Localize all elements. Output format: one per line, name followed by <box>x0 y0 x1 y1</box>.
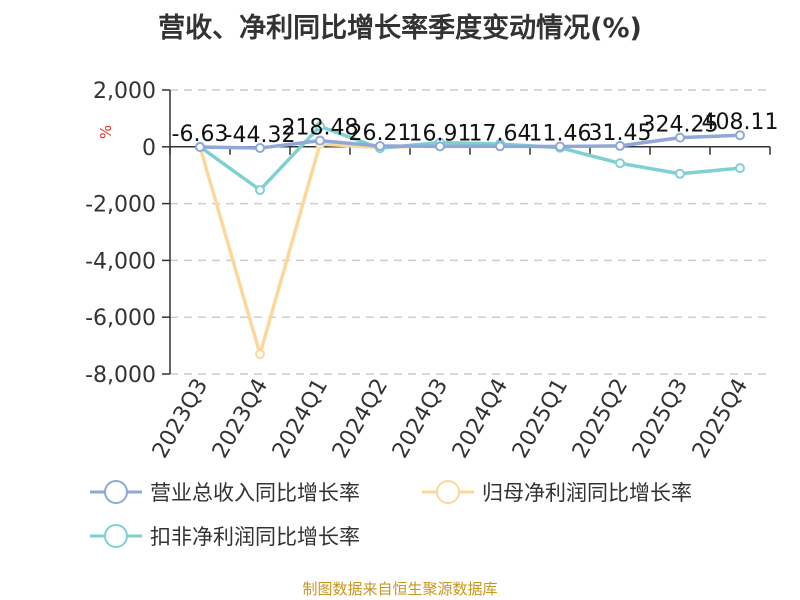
source-note: 制图数据来自恒生聚源数据库 <box>302 580 498 598</box>
data-label: 408.11 <box>702 110 779 135</box>
legend-item-revenue[interactable]: 营业总收入同比增长率 <box>90 474 360 510</box>
x-tick-label: 2025Q1 <box>508 375 573 463</box>
data-label: 17.64 <box>469 121 532 146</box>
data-point <box>495 141 505 152</box>
data-label: 324.25 <box>642 113 719 138</box>
series-net-profit <box>195 138 565 360</box>
x-tick-label: 2025Q2 <box>568 375 633 463</box>
data-point <box>735 163 745 174</box>
x-tick-label: 2025Q3 <box>628 375 693 463</box>
x-tick-label: 2024Q4 <box>448 375 513 463</box>
data-label: -6.63 <box>172 122 229 147</box>
data-label: -44.32 <box>225 123 296 148</box>
legend-revenue-circle <box>104 480 128 504</box>
y-tick-label: -2,000 <box>85 193 156 218</box>
y-tick-label: -8,000 <box>85 363 156 388</box>
data-labels: -6.63-44.32218.4826.2116.9117.6411.4631.… <box>172 110 779 148</box>
y-tick-label: -6,000 <box>85 306 156 331</box>
legend-deducted-circle <box>104 524 128 548</box>
data-point <box>255 184 265 195</box>
legend-label-net-profit: 归母净利润同比增长率 <box>482 481 692 505</box>
legend-net-profit-marker <box>422 480 474 504</box>
data-point <box>555 141 565 152</box>
y-axis-unit-label: % <box>97 125 115 139</box>
series-line <box>199 133 741 150</box>
data-point <box>435 141 445 152</box>
legend-label-deducted-net-profit: 扣非净利润同比增长率 <box>150 525 360 549</box>
series-line <box>198 124 741 192</box>
legend-item-deducted-net-profit[interactable]: 扣非净利润同比增长率 <box>90 518 360 554</box>
x-tick-label: 2024Q1 <box>268 375 333 463</box>
data-point <box>255 143 265 154</box>
data-label: 26.21 <box>349 121 412 146</box>
data-point <box>255 349 265 360</box>
x-tick-label: 2024Q3 <box>388 375 453 463</box>
y-tick-label: -4,000 <box>85 249 156 274</box>
x-tick-label: 2023Q3 <box>148 375 213 463</box>
data-point <box>195 141 205 152</box>
data-label: 16.91 <box>409 121 472 146</box>
legend-revenue-marker <box>90 480 142 504</box>
data-label: 31.45 <box>589 121 652 146</box>
y-tick-label: 2,000 <box>93 79 156 104</box>
data-point <box>315 135 325 146</box>
series <box>195 121 745 360</box>
data-point <box>735 130 745 141</box>
series-line <box>198 142 561 356</box>
y-tick-label: 0 <box>142 136 156 161</box>
legend-net-profit-circle <box>436 480 460 504</box>
legend-deducted-marker <box>90 524 142 548</box>
data-point <box>615 140 625 151</box>
data-label: 218.48 <box>282 116 359 141</box>
data-point <box>315 121 325 132</box>
series-revenue <box>195 130 745 154</box>
x-tick-label: 2024Q2 <box>328 375 393 463</box>
data-point <box>675 168 685 179</box>
chart-title: 营收、净利同比增长率季度变动情况(%) <box>158 13 642 44</box>
data-point <box>375 141 385 152</box>
x-tick-label: 2025Q4 <box>688 375 753 463</box>
data-point <box>675 132 685 143</box>
data-point <box>615 158 625 169</box>
legend-label-revenue: 营业总收入同比增长率 <box>150 481 360 505</box>
x-tick-label: 2023Q4 <box>208 375 273 463</box>
data-label: 11.46 <box>529 121 592 146</box>
legend-item-net-profit[interactable]: 归母净利润同比增长率 <box>422 474 692 510</box>
